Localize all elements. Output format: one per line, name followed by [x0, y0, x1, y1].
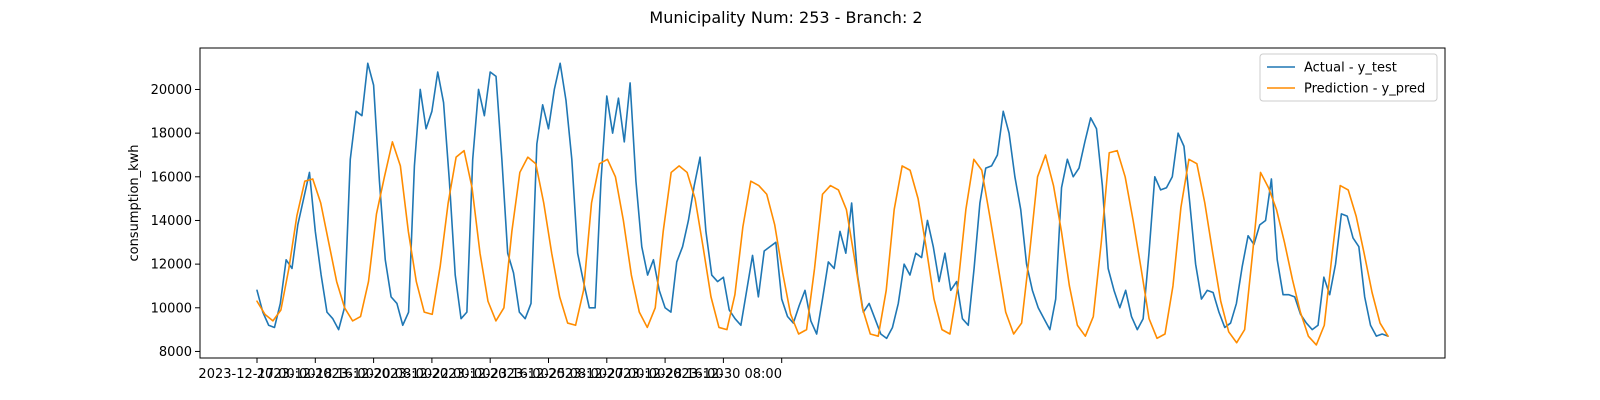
x-tick-label: 2023-12-30 08:00 — [665, 367, 782, 382]
legend-label: Prediction - y_pred — [1304, 82, 1425, 97]
y-tick-label: 18000 — [151, 127, 192, 142]
y-tick-label: 12000 — [151, 258, 192, 273]
y-tick-label: 20000 — [151, 83, 192, 98]
plot-area — [199, 47, 1446, 359]
legend: Actual - y_test Prediction - y_pred — [1259, 53, 1438, 102]
legend-label: Actual - y_test — [1304, 61, 1397, 76]
series-layer — [256, 62, 1389, 346]
x-tick-label: 2023-12-25 08:00 — [490, 367, 607, 382]
series-line-1 — [256, 141, 1389, 346]
chart-title: Municipality Num: 253 - Branch: 2 — [649, 8, 922, 27]
x-tick-label: 2023-12-17 00:00 — [198, 367, 315, 382]
y-tick-label: 8000 — [159, 345, 192, 360]
x-tick-label: 2023-12-22 00:00 — [373, 367, 490, 382]
x-tick-label: 2023-12-28 16:00 — [607, 367, 724, 382]
y-axis: 8000 10000 12000 14000 16000 18000 20000 — [151, 83, 200, 360]
x-tick-label: 2023-12-18 16:00 — [257, 367, 374, 382]
x-tick-label: 2023-12-20 08:00 — [315, 367, 432, 382]
x-tick-label: 2023-12-27 00:00 — [548, 367, 665, 382]
series-line-0 — [256, 62, 1389, 340]
x-tick-label: 2023-12-23 16:00 — [432, 367, 549, 382]
y-tick-label: 10000 — [151, 301, 192, 316]
legend-box — [1259, 53, 1438, 102]
y-axis-label: consumption_kwh — [127, 144, 142, 261]
y-tick-label: 14000 — [151, 214, 192, 229]
y-tick-label: 16000 — [151, 170, 192, 185]
